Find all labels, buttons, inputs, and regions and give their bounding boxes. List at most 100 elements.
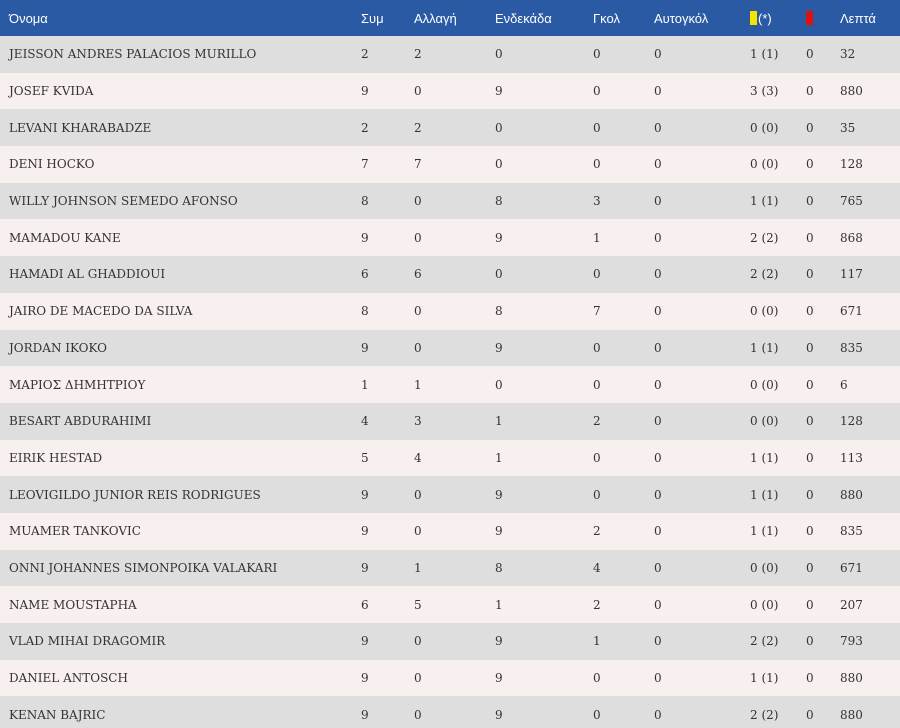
cell-red-cards: 0 bbox=[806, 634, 814, 649]
cell-name[interactable]: LEOVIGILDO JUNIOR REIS RODRIGUES bbox=[9, 487, 261, 502]
cell-minutes: 835 bbox=[840, 524, 863, 539]
header-starts[interactable]: Ενδεκάδα bbox=[495, 10, 552, 26]
cell-sub: 0 bbox=[414, 194, 422, 209]
cell-apps: 9 bbox=[361, 230, 369, 245]
cell-sub: 2 bbox=[414, 120, 422, 135]
cell-sub: 0 bbox=[414, 230, 422, 245]
cell-apps: 6 bbox=[361, 267, 369, 282]
cell-name[interactable]: NAME MOUSTAPHA bbox=[9, 597, 137, 612]
cell-name[interactable]: JORDAN IKOKO bbox=[9, 340, 107, 355]
cell-yellow-cards: 0 (0) bbox=[750, 157, 779, 172]
cell-apps: 9 bbox=[361, 487, 369, 502]
cell-name[interactable]: EIRIK HESTAD bbox=[9, 450, 103, 465]
cell-goals: 1 bbox=[593, 634, 601, 649]
cell-goals: 0 bbox=[593, 707, 601, 722]
table-row: EIRIK HESTAD 5 4 1 0 0 1 (1) 0 113 bbox=[0, 439, 900, 477]
cell-name[interactable]: JAIRO DE MACEDO DA SILVA bbox=[9, 304, 193, 319]
cell-starts: 9 bbox=[495, 230, 503, 245]
cell-minutes: 835 bbox=[840, 340, 863, 355]
cell-name[interactable]: MUAMER TANKOVIC bbox=[9, 524, 141, 539]
cell-minutes: 671 bbox=[840, 560, 863, 575]
cell-own-goals: 0 bbox=[654, 671, 662, 686]
cell-sub: 0 bbox=[414, 84, 422, 99]
cell-red-cards: 0 bbox=[806, 524, 814, 539]
cell-starts: 1 bbox=[495, 597, 503, 612]
cell-own-goals: 0 bbox=[654, 304, 662, 319]
cell-yellow-cards: 1 (1) bbox=[750, 524, 779, 539]
table-row: JEISSON ANDRES PALACIOS MURILLO 2 2 0 0 0 1 (1… bbox=[0, 36, 900, 73]
header-sub[interactable]: Αλλαγή bbox=[414, 10, 457, 26]
cell-starts: 9 bbox=[495, 671, 503, 686]
cell-minutes: 6 bbox=[840, 377, 848, 392]
header-goals[interactable]: Γκολ bbox=[593, 10, 620, 26]
cell-goals: 0 bbox=[593, 340, 601, 355]
table-row: JOSEF KVIDA 9 0 9 0 0 3 (3) 0 880 bbox=[0, 72, 900, 110]
table-row: MAMADOU KANE 9 0 9 1 0 2 (2) 0 868 bbox=[0, 219, 900, 257]
cell-name[interactable]: LEVANI KHARABADZE bbox=[9, 120, 152, 135]
cell-starts: 0 bbox=[495, 157, 503, 172]
cell-red-cards: 0 bbox=[806, 414, 814, 429]
cell-name[interactable]: JOSEF KVIDA bbox=[9, 84, 94, 99]
cell-yellow-cards: 0 (0) bbox=[750, 304, 779, 319]
cell-minutes: 671 bbox=[840, 304, 863, 319]
cell-sub: 1 bbox=[414, 560, 422, 575]
cell-starts: 0 bbox=[495, 267, 503, 282]
cell-starts: 9 bbox=[495, 487, 503, 502]
cell-starts: 0 bbox=[495, 377, 503, 392]
cell-sub: 3 bbox=[414, 414, 422, 429]
cell-red-cards: 0 bbox=[806, 450, 814, 465]
table-row: WILLY JOHNSON SEMEDO AFONSO 8 0 8 3 0 1 (1) 0 76… bbox=[0, 182, 900, 220]
cell-name[interactable]: DANIEL ANTOSCH bbox=[9, 671, 128, 686]
cell-minutes: 32 bbox=[840, 47, 856, 62]
cell-apps: 9 bbox=[361, 707, 369, 722]
cell-name[interactable]: ΜΑΡΙΟΣ ΔΗΜΗΤΡΙΟΥ bbox=[9, 377, 146, 392]
cell-name[interactable]: KENAN BAJRIC bbox=[9, 707, 106, 722]
header-own-goals[interactable]: Αυτογκόλ bbox=[654, 10, 709, 26]
cell-goals: 0 bbox=[593, 84, 601, 99]
cell-own-goals: 0 bbox=[654, 524, 662, 539]
cell-name[interactable]: WILLY JOHNSON SEMEDO AFONSO bbox=[9, 194, 238, 209]
cell-sub: 1 bbox=[414, 377, 422, 392]
cell-yellow-cards: 1 (1) bbox=[750, 194, 779, 209]
cell-starts: 9 bbox=[495, 634, 503, 649]
cell-sub: 0 bbox=[414, 487, 422, 502]
cell-own-goals: 0 bbox=[654, 120, 662, 135]
cell-own-goals: 0 bbox=[654, 157, 662, 172]
cell-red-cards: 0 bbox=[806, 487, 814, 502]
header-minutes[interactable]: Λεπτά bbox=[840, 10, 876, 26]
cell-minutes: 113 bbox=[840, 450, 863, 465]
cell-yellow-cards: 0 (0) bbox=[750, 377, 779, 392]
cell-red-cards: 0 bbox=[806, 707, 814, 722]
header-yellow-cards[interactable]: (*) bbox=[750, 0, 806, 36]
header-name[interactable]: Όνομα bbox=[9, 10, 48, 26]
cell-own-goals: 0 bbox=[654, 634, 662, 649]
cell-name[interactable]: JEISSON ANDRES PALACIOS MURILLO bbox=[9, 47, 257, 62]
cell-name[interactable]: VLAD MIHAI DRAGOMIR bbox=[9, 634, 166, 649]
cell-minutes: 793 bbox=[840, 634, 863, 649]
red-card-icon bbox=[806, 10, 813, 25]
cell-name[interactable]: HAMADI AL GHADDIOUI bbox=[9, 267, 166, 282]
cell-yellow-cards: 2 (2) bbox=[750, 707, 779, 722]
cell-own-goals: 0 bbox=[654, 47, 662, 62]
cell-yellow-cards: 1 (1) bbox=[750, 340, 779, 355]
cell-minutes: 207 bbox=[840, 597, 863, 612]
cell-minutes: 880 bbox=[840, 671, 863, 686]
cell-name[interactable]: BESART ABDURAHIMI bbox=[9, 414, 152, 429]
cell-starts: 0 bbox=[495, 120, 503, 135]
cell-sub: 5 bbox=[414, 597, 422, 612]
table-header: Όνομα Συμ Αλλαγή Ενδεκάδα Γκολ Αυτογκόλ … bbox=[0, 0, 900, 36]
table-row: HAMADI AL GHADDIOUI 6 6 0 0 0 2 (2) 0 117 bbox=[0, 256, 900, 293]
cell-name[interactable]: MAMADOU KANE bbox=[9, 230, 121, 245]
cell-name[interactable]: ONNI JOHANNES SIMONPOIKA VALAKARI bbox=[9, 560, 278, 575]
cell-own-goals: 0 bbox=[654, 597, 662, 612]
cell-name[interactable]: DENI HOCKO bbox=[9, 157, 95, 172]
cell-own-goals: 0 bbox=[654, 377, 662, 392]
table-row: KENAN BAJRIC 9 0 9 0 0 2 (2) 0 880 bbox=[0, 696, 900, 728]
cell-red-cards: 0 bbox=[806, 84, 814, 99]
cell-sub: 7 bbox=[414, 157, 422, 172]
header-red-cards[interactable] bbox=[806, 0, 840, 36]
cell-apps: 5 bbox=[361, 450, 369, 465]
header-apps[interactable]: Συμ bbox=[361, 10, 384, 26]
cell-apps: 9 bbox=[361, 340, 369, 355]
cell-red-cards: 0 bbox=[806, 267, 814, 282]
